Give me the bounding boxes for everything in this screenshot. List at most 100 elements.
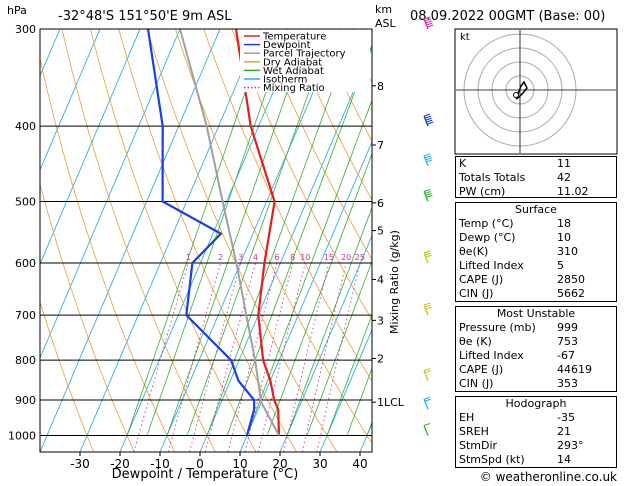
mixing-ratio-axis-title: Mixing Ratio (g/kg) xyxy=(388,230,401,334)
km-tick-label: 4 xyxy=(377,274,384,287)
x-axis-ticks: -30 -20 -10 0 10 20 30 40 xyxy=(70,452,368,471)
isotherm-line xyxy=(40,29,101,172)
pressure-tick-label: 600 xyxy=(15,257,36,270)
wind-barb-flag xyxy=(423,368,431,372)
dewpoint-line xyxy=(146,29,256,436)
surface-section-title: Surface xyxy=(515,203,557,216)
x-tick-label: 40 xyxy=(352,457,367,471)
index-row: Dewp (°C) 10 xyxy=(456,231,616,245)
wet-adiabat-line xyxy=(226,43,372,436)
mixing-ratio-value-label: 1 xyxy=(186,253,191,262)
index-label: CAPE (J) xyxy=(459,363,504,376)
wind-barb-flag xyxy=(427,24,434,28)
isotherm-line xyxy=(40,29,141,266)
index-value: 999 xyxy=(557,321,578,334)
km-tick-label: 7 xyxy=(377,139,384,152)
index-value: 5662 xyxy=(557,287,585,300)
index-label: Dewp (°C) xyxy=(459,231,516,244)
index-value: 5 xyxy=(557,259,564,272)
wind-barb xyxy=(423,113,434,127)
legend-label: Parcel Trajectory xyxy=(263,49,346,60)
pressure-tick-label: 300 xyxy=(15,23,36,36)
index-value: 42 xyxy=(557,171,571,184)
index-value: 753 xyxy=(557,335,578,348)
wet-adiabat-line xyxy=(326,313,372,436)
index-row: CAPE (J) 44619 xyxy=(456,363,616,377)
legend-label: Dry Adiabat xyxy=(263,57,322,68)
mixing-ratio-value-label: 4 xyxy=(253,253,258,262)
wind-barb-flag xyxy=(424,304,431,308)
mixing-ratio-line xyxy=(257,262,306,452)
index-row: CIN (J) 5662 xyxy=(456,287,616,301)
wind-barb-flag xyxy=(426,194,433,199)
hpa-unit-label: hPa xyxy=(7,4,27,17)
wet-adiabat-line xyxy=(306,259,372,436)
index-label: EH xyxy=(459,411,475,424)
profile-lines xyxy=(146,29,281,436)
wind-barbs xyxy=(423,16,434,436)
x-axis-title: Dewpoint / Temperature (°C) xyxy=(112,467,299,482)
legend-label: Isotherm xyxy=(263,75,307,86)
mixing-ratio-line xyxy=(316,262,361,452)
index-row: SREH 21 xyxy=(456,425,616,439)
wet-adiabat-line xyxy=(346,367,372,436)
index-label: PW (cm) xyxy=(459,185,506,198)
wind-barb xyxy=(423,153,433,167)
wet-adiabat-line xyxy=(266,152,372,436)
dry-adiabat-line xyxy=(40,300,95,452)
x-tick-label: 20 xyxy=(272,457,287,471)
isotherm-line xyxy=(319,328,372,452)
asl-unit-label: ASL xyxy=(375,17,397,30)
x-tick-label: -10 xyxy=(150,457,170,471)
pressure-tick-label: 900 xyxy=(15,394,36,407)
isotherm-line xyxy=(40,29,221,452)
wind-barb-flag xyxy=(424,190,431,195)
x-tick-label: -20 xyxy=(110,457,130,471)
dry-adiabat-line xyxy=(90,29,257,452)
index-row: Pressure (mb) 999 xyxy=(456,321,616,335)
indices-hodograph-box: Hodograph EH -35 SREH 21 StmDir 293° StmSpd… xyxy=(455,396,617,468)
indices-basic-box: K 11 Totals Totals 42 PW (cm) 11.02 xyxy=(455,156,617,198)
hodograph-frame xyxy=(454,28,618,155)
temperature-line xyxy=(234,29,281,436)
wind-barb-flag xyxy=(427,121,434,125)
wind-barb-flag xyxy=(423,113,431,117)
indices-surface-box: Surface Temp (°C) 18 Dewp (°C) 10 θe(K) 310… xyxy=(455,202,617,302)
mixing-ratio-line xyxy=(301,262,347,452)
pressure-axis-ticks: 300 400 500 600 700 800 900 1000 xyxy=(8,23,36,443)
km-tick-label: 8 xyxy=(377,80,384,93)
wind-barb-flag xyxy=(423,188,431,193)
wet-adiabat-line xyxy=(126,29,268,436)
wind-barb-flag xyxy=(425,306,432,310)
wind-barb-flag xyxy=(423,153,431,157)
datetime-title: 08.09.2022 00GMT (Base: 00) xyxy=(410,9,605,24)
legend-label: Wet Adiabat xyxy=(263,66,324,77)
wind-barb-staff xyxy=(423,191,429,202)
wind-barb xyxy=(423,396,431,410)
index-row: CIN (J) 353 xyxy=(456,377,616,391)
wind-barb-flag xyxy=(426,22,433,26)
wind-barb xyxy=(423,423,431,436)
height-axis-ticks: 8 7 6 5 4 3 2 1LCL xyxy=(372,80,405,409)
pressure-tick-label: 700 xyxy=(15,309,36,322)
mixing-ratio-value-label: 25 xyxy=(355,253,365,262)
mixing-ratio-value-label: 20 xyxy=(341,253,351,262)
background-lines xyxy=(40,29,372,452)
wind-barb-flag xyxy=(423,396,431,400)
mixing-ratio-value-label: 3 xyxy=(238,253,243,262)
legend-background xyxy=(240,30,370,92)
wind-barb-flag xyxy=(425,254,432,258)
isotherm-line xyxy=(40,29,61,78)
mixing-ratio-value-label: 15 xyxy=(324,253,334,262)
wind-barb xyxy=(423,188,433,202)
dry-adiabat-line xyxy=(203,29,372,382)
index-row: θe (K) 753 xyxy=(456,335,616,349)
hodograph-trace xyxy=(515,80,528,100)
mixing-ratio-value-label: 6 xyxy=(274,253,279,262)
index-value: 293° xyxy=(557,439,584,452)
km-tick-label: 6 xyxy=(377,197,384,210)
index-value: 18 xyxy=(557,217,571,230)
wind-barb-flag xyxy=(424,370,431,374)
dry-adiabat-line xyxy=(288,29,372,201)
